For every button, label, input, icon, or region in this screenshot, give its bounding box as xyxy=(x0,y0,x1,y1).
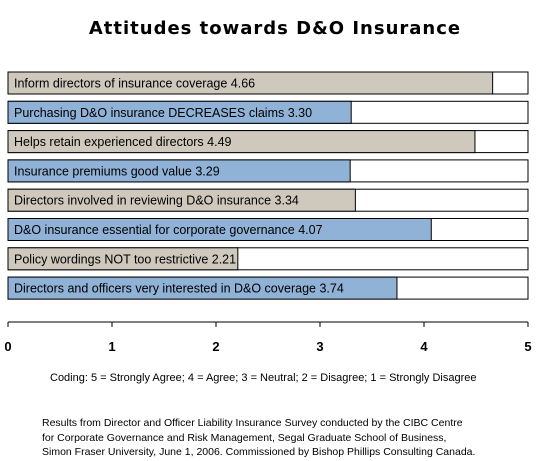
bar-row: D&O insurance essential for corporate go… xyxy=(7,218,529,241)
bar-label: Directors and officers very interested i… xyxy=(14,282,344,296)
bar-label: Helps retain experienced directors 4.49 xyxy=(14,135,232,149)
x-tick-label: 0 xyxy=(4,339,11,354)
data-label: 3.30 xyxy=(284,106,312,120)
x-tick-label: 5 xyxy=(524,339,531,354)
bar xyxy=(7,159,351,183)
bar-label: Inform directors of insurance coverage 4… xyxy=(14,77,255,91)
x-axis: 0 1 2 3 4 5 xyxy=(4,321,532,354)
x-tick-label: 1 xyxy=(108,339,115,354)
bar-chart: Inform directors of insurance coverage 4… xyxy=(4,71,532,354)
category-label: Insurance premiums good value xyxy=(14,164,192,178)
data-label: 4.66 xyxy=(227,77,255,91)
coding-note: Coding: 5 = Strongly Agree; 4 = Agree; 3… xyxy=(50,372,477,384)
source-note-line: Simon Fraser University, June 1, 2006. C… xyxy=(42,446,476,458)
x-tick-label: 4 xyxy=(420,339,428,354)
x-tick-label: 2 xyxy=(212,339,219,354)
category-label: Inform directors of insurance coverage xyxy=(14,77,227,91)
x-tick-label: 3 xyxy=(316,339,323,354)
source-note-line: Results from Director and Officer Liabil… xyxy=(42,417,463,429)
category-label: Directors and officers very interested i… xyxy=(14,282,316,296)
bar-label: Policy wordings NOT too restrictive 2.21 xyxy=(14,252,236,266)
bar xyxy=(7,71,494,95)
data-label: 3.74 xyxy=(316,282,344,296)
source-note: Results from Director and Officer Liabil… xyxy=(42,416,475,460)
source-note-line: for Corporate Governance and Risk Manage… xyxy=(42,431,447,444)
bar-row: Purchasing D&O insurance DECREASES claim… xyxy=(7,100,529,124)
bars-layer: Inform directors of insurance coverage 4… xyxy=(7,71,529,300)
bar-row: Insurance premiums good value 3.29 xyxy=(7,159,529,183)
bar-label: Insurance premiums good value 3.29 xyxy=(14,164,220,178)
data-label: 2.21 xyxy=(208,252,236,266)
bar-label: D&O insurance essential for corporate go… xyxy=(14,223,323,237)
bar-label: Purchasing D&O insurance DECREASES claim… xyxy=(14,106,312,120)
category-label: Policy wordings NOT too restrictive xyxy=(14,252,208,266)
bar xyxy=(7,247,239,271)
chart-title: Attitudes towards D&O Insurance xyxy=(88,18,462,39)
category-label: Directors involved in reviewing D&O insu… xyxy=(14,194,271,208)
data-label: 4.07 xyxy=(295,223,323,237)
data-label: 3.34 xyxy=(271,194,299,208)
data-label: 4.49 xyxy=(204,135,232,149)
bar xyxy=(7,188,356,212)
bar-row: Directors involved in reviewing D&O insu… xyxy=(7,188,529,212)
category-label: Purchasing D&O insurance DECREASES claim… xyxy=(14,106,284,120)
bar-row: Directors and officers very interested i… xyxy=(7,276,529,300)
bar-row: Inform directors of insurance coverage 4… xyxy=(7,71,529,95)
bar xyxy=(7,130,476,154)
category-label: D&O insurance essential for corporate go… xyxy=(14,223,295,237)
bar-label: Directors involved in reviewing D&O insu… xyxy=(14,194,299,208)
bar-row: Policy wordings NOT too restrictive 2.21 xyxy=(7,247,529,271)
bar xyxy=(7,218,432,241)
bar-row: Helps retain experienced directors 4.49 xyxy=(7,130,529,154)
bar xyxy=(7,100,352,124)
category-label: Helps retain experienced directors xyxy=(14,135,204,149)
bar xyxy=(7,276,398,300)
data-label: 3.29 xyxy=(192,164,220,178)
